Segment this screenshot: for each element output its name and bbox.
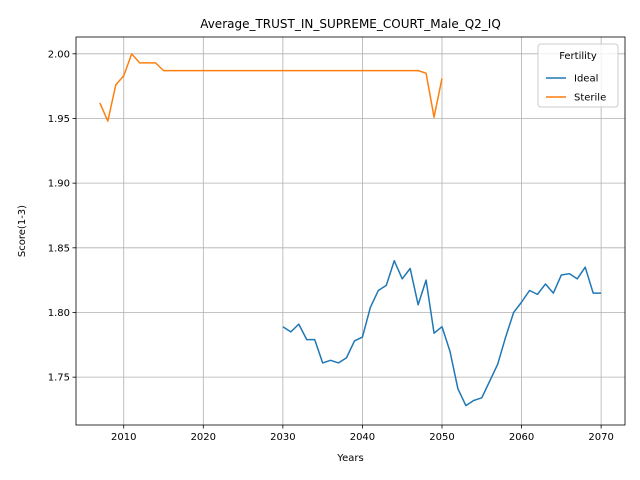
- legend-title: Fertility: [559, 51, 597, 62]
- y-tick-label: 1.80: [48, 308, 70, 319]
- x-tick-label: 2050: [429, 432, 454, 443]
- legend: Fertility Ideal Sterile: [537, 43, 619, 108]
- x-tick-label: 2020: [191, 432, 216, 443]
- x-tick-label: 2010: [111, 432, 136, 443]
- series-line-ideal: [282, 260, 602, 407]
- x-tick-label: 2060: [509, 432, 534, 443]
- legend-box: [537, 43, 619, 108]
- grid: [76, 37, 625, 425]
- series-line-sterile: [99, 53, 443, 122]
- x-tick-label: 2030: [270, 432, 295, 443]
- series-lines: [99, 53, 602, 407]
- legend-label-sterile: Sterile: [574, 93, 606, 104]
- y-axis-label: Score(1-3): [17, 205, 28, 257]
- legend-items: Ideal Sterile: [546, 74, 606, 104]
- x-tick-label: 2040: [350, 432, 375, 443]
- x-axis-label: Years: [336, 453, 363, 464]
- y-tick-label: 1.90: [48, 179, 70, 190]
- plot-frame: [75, 36, 626, 426]
- y-axis-ticks: 1.75 1.80 1.85 1.90 1.95 2.00: [48, 49, 76, 384]
- y-tick-label: 1.75: [48, 373, 70, 384]
- x-axis-ticks: 2010 2020 2030 2040 2050 2060 2070: [111, 425, 614, 443]
- legend-label-ideal: Ideal: [574, 74, 598, 85]
- y-tick-label: 1.85: [48, 243, 70, 254]
- x-tick-label: 2070: [588, 432, 613, 443]
- y-tick-label: 2.00: [48, 49, 70, 60]
- y-tick-label: 1.95: [48, 114, 70, 125]
- chart-title: Average_TRUST_IN_SUPREME_COURT_Male_Q2_I…: [200, 17, 501, 31]
